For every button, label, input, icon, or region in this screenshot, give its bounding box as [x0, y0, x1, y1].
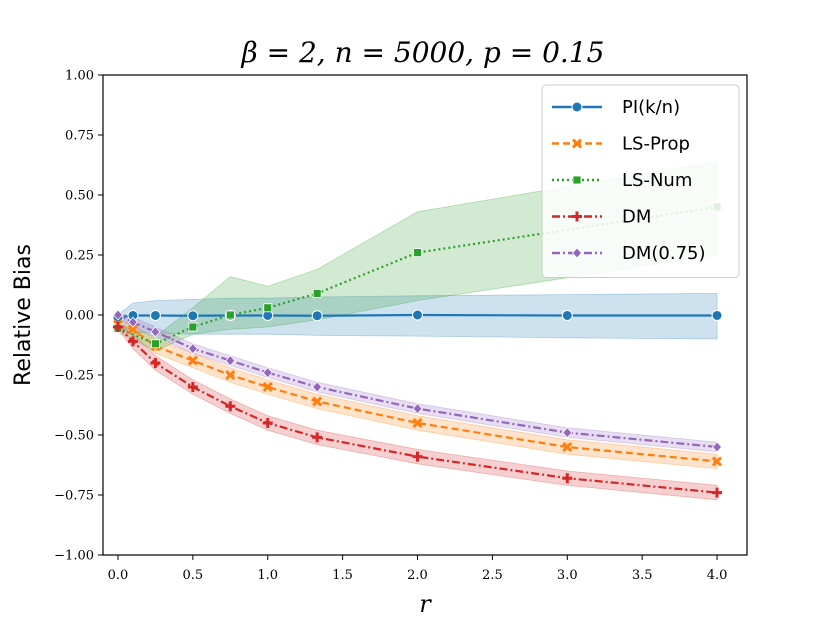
dm-point-6 — [312, 432, 323, 443]
y-tick-label: 0.50 — [65, 189, 94, 204]
ls-prop-band — [117, 319, 718, 470]
dm-0-75-point-0 — [112, 309, 124, 321]
y-tick-label: −1.00 — [54, 549, 94, 564]
x-tick-label: 1.0 — [257, 568, 278, 583]
y-tick-label: −0.25 — [54, 369, 94, 384]
dm-0-75-point-8 — [562, 427, 573, 439]
dm-point-8 — [562, 473, 573, 484]
pi-k-n-point-3 — [187, 310, 199, 322]
x-tick-label: 3.0 — [557, 568, 578, 583]
legend-label-ls-prop: LS-Prop — [622, 134, 690, 155]
y-tick-label: −0.50 — [54, 429, 94, 444]
x-tick-label: 2.5 — [482, 568, 503, 583]
x-tick-label: 2.0 — [407, 568, 428, 583]
legend-marker-ls-prop-point-0 — [571, 138, 583, 149]
pi-k-n-point-2 — [149, 309, 161, 321]
dm-0-75-line — [117, 314, 718, 449]
dm-point-0 — [112, 322, 123, 332]
dm-0-75-point-9 — [712, 441, 723, 453]
dm-0-75-point-7 — [412, 403, 423, 415]
y-tick-label: 1.00 — [65, 69, 94, 84]
ls-num-point-1 — [151, 339, 160, 349]
ls-prop-point-6 — [312, 396, 323, 407]
chart-title: β = 2, n = 5000, p = 0.15 — [241, 36, 605, 69]
ls-num-point-2 — [188, 322, 198, 332]
dm-point-2 — [150, 358, 161, 368]
dm-0-75-point-2 — [150, 326, 161, 338]
y-axis-label: Relative Bias — [11, 244, 36, 386]
y-axis-ticks: −1.00 −0.75 −0.50 −0.25 0.00 0.25 0.50 0.75 1.00 — [54, 69, 103, 564]
y-tick-label: 0.25 — [65, 249, 94, 264]
ls-prop-point-7 — [412, 417, 423, 429]
dm-0-75-point-4 — [225, 355, 236, 367]
dm-point-1 — [127, 336, 138, 347]
dm-line — [117, 326, 718, 494]
x-tick-label: 4.0 — [707, 568, 728, 583]
pi-k-n-point-8 — [561, 309, 573, 321]
dm-0-75-point-1 — [127, 316, 138, 328]
ls-prop-point-3 — [187, 355, 198, 366]
dm-point-7 — [412, 451, 423, 462]
dm-point-5 — [262, 418, 273, 428]
x-tick-label: 1.5 — [332, 568, 353, 583]
ls-prop-point-8 — [562, 441, 573, 453]
pi-k-n-point-6 — [311, 310, 323, 322]
pi-k-n-point-7 — [412, 309, 424, 321]
dm-0-75-point-3 — [187, 343, 198, 355]
ls-num-point-6 — [413, 248, 422, 258]
pi-k-n-point-9 — [711, 309, 723, 321]
ls-prop-point-9 — [711, 456, 723, 467]
ls-num-line — [117, 205, 718, 345]
dm-band — [117, 323, 718, 501]
ls-num-point-4 — [263, 303, 273, 313]
legend-marker-dm-0-75-point-0 — [571, 247, 583, 259]
x-axis-ticks: 0.0 0.5 1.0 1.5 2.0 2.5 3.0 3.5 4.0 — [108, 555, 728, 583]
dm-point-9 — [712, 487, 723, 498]
dm-0-75-point-5 — [262, 367, 273, 379]
y-tick-label: 0.00 — [65, 309, 94, 324]
legend-box — [541, 84, 740, 278]
x-tick-label: 3.5 — [632, 568, 653, 583]
x-tick-label: 0.5 — [183, 568, 204, 583]
ls-prop-point-4 — [225, 369, 236, 381]
legend-label-dm-0-75: DM(0.75) — [622, 243, 706, 264]
legend: PI(k/n) LS-Prop LS-Num DM DM(0.75) — [541, 84, 740, 278]
dm-point-3 — [187, 382, 198, 392]
dm-0-75-point-6 — [312, 381, 323, 393]
legend-label-dm: DM — [622, 207, 651, 228]
pi-k-n-line — [117, 313, 718, 319]
dm-point-4 — [225, 401, 236, 412]
legend-marker-ls-num-point-0 — [572, 175, 582, 185]
legend-marker-dm-point-0 — [572, 211, 582, 222]
x-tick-label: 0.0 — [108, 568, 129, 583]
series-lines — [117, 205, 718, 494]
series-markers — [112, 202, 723, 498]
ls-prop-line — [117, 323, 718, 463]
x-axis-label: r — [419, 590, 432, 618]
ls-prop-point-1 — [127, 324, 139, 335]
ls-num-point-5 — [312, 288, 322, 298]
ls-num-point-3 — [225, 310, 235, 320]
y-tick-label: −0.75 — [54, 489, 94, 504]
ls-prop-point-5 — [262, 381, 273, 393]
legend-marker-pi-k-n-point-0 — [571, 101, 583, 113]
y-tick-label: 0.75 — [65, 129, 94, 144]
legend-label-ls-num: LS-Num — [622, 170, 692, 191]
legend-label-pi-k-n: PI(k/n) — [622, 97, 680, 118]
